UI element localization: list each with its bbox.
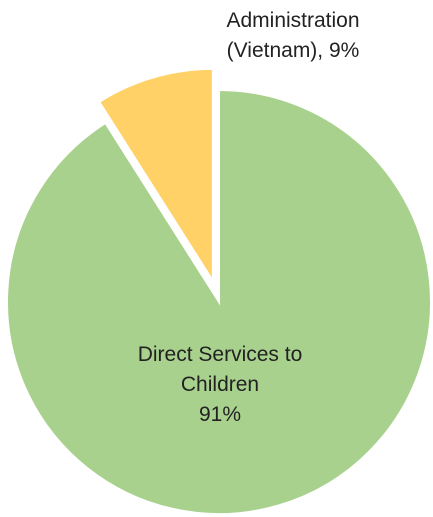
slice-label-direct-services-line-3: 91% [100, 400, 340, 430]
slice-label-administration-line-2: (Vietnam), 9% [196, 36, 390, 66]
slice-label-direct-services: Direct Services to Children 91% [100, 340, 340, 430]
slice-label-administration-line-1: Administration [196, 6, 390, 36]
pie-slice-direct-services [7, 90, 431, 514]
slice-label-direct-services-line-2: Children [100, 370, 340, 400]
slice-label-direct-services-line-1: Direct Services to [100, 340, 340, 370]
slice-label-administration: Administration (Vietnam), 9% [196, 6, 390, 66]
